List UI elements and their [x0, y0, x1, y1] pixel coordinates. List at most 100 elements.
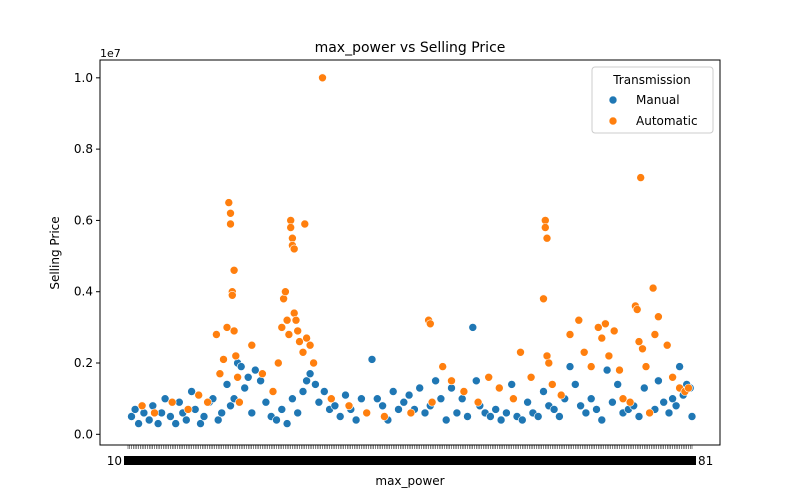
point-manual	[196, 419, 205, 428]
point-automatic	[203, 397, 212, 407]
point-manual	[277, 405, 287, 414]
point-manual	[687, 412, 697, 421]
point-automatic	[150, 408, 159, 418]
point-automatic	[258, 369, 267, 379]
point-manual	[127, 412, 136, 421]
point-automatic	[295, 337, 304, 346]
point-automatic	[226, 209, 235, 218]
point-manual	[634, 412, 644, 421]
point-automatic	[279, 294, 288, 304]
point-manual	[288, 394, 297, 404]
point-automatic	[229, 265, 239, 275]
point-manual	[431, 376, 440, 386]
point-manual	[613, 380, 623, 389]
point-manual	[330, 401, 340, 411]
y-offset-label: 1e7	[100, 47, 121, 60]
y-tick-label: 0.4	[74, 285, 93, 299]
point-automatic	[300, 219, 310, 229]
point-automatic	[668, 372, 677, 382]
point-automatic	[318, 73, 327, 83]
y-tick-label: 0.8	[74, 142, 93, 156]
x-tick-labels-overlap	[124, 456, 696, 465]
point-automatic	[625, 397, 635, 407]
point-manual	[187, 387, 196, 396]
point-automatic	[228, 290, 237, 300]
point-manual	[335, 412, 345, 421]
point-automatic	[539, 294, 548, 304]
point-automatic	[293, 326, 303, 336]
point-automatic	[650, 330, 660, 339]
point-automatic	[247, 340, 257, 350]
point-manual	[555, 412, 564, 421]
y-tick-label: 0.0	[74, 427, 93, 441]
point-manual	[463, 412, 472, 421]
point-manual	[293, 408, 303, 418]
point-manual	[586, 394, 596, 404]
point-automatic	[268, 387, 278, 396]
point-automatic	[618, 394, 628, 404]
point-manual	[213, 415, 223, 425]
point-automatic	[235, 397, 244, 407]
point-automatic	[233, 372, 242, 382]
point-automatic	[648, 283, 658, 293]
point-manual	[486, 412, 495, 421]
point-automatic	[289, 308, 299, 318]
point-automatic	[636, 173, 646, 182]
point-automatic	[662, 340, 672, 350]
point-automatic	[231, 351, 241, 361]
point-manual	[144, 415, 154, 425]
y-tick-label: 0.2	[74, 356, 93, 370]
point-automatic	[459, 387, 469, 396]
point-automatic	[425, 319, 435, 329]
point-automatic	[286, 216, 296, 225]
point-manual	[372, 394, 382, 404]
point-automatic	[226, 219, 235, 229]
point-manual	[523, 397, 532, 407]
point-automatic	[547, 380, 557, 389]
point-automatic	[447, 376, 456, 386]
point-manual	[130, 405, 140, 414]
point-manual	[517, 415, 527, 425]
point-automatic	[215, 369, 225, 379]
point-manual	[496, 415, 506, 425]
point-manual	[367, 355, 377, 364]
point-automatic	[509, 394, 518, 404]
point-manual	[441, 415, 451, 425]
point-automatic	[212, 330, 221, 339]
point-automatic	[593, 323, 603, 332]
point-automatic	[540, 223, 550, 232]
point-manual	[447, 383, 456, 393]
point-manual	[581, 408, 591, 418]
point-manual	[502, 408, 511, 418]
point-manual	[166, 412, 175, 421]
point-manual	[659, 397, 669, 407]
legend-title: Transmission	[612, 73, 691, 87]
x-axis-ticks: 10 81	[107, 445, 713, 468]
point-manual	[199, 412, 209, 421]
point-automatic	[516, 347, 525, 357]
point-manual	[272, 415, 281, 425]
point-manual	[592, 405, 601, 414]
point-manual	[533, 412, 543, 421]
point-manual	[654, 376, 663, 386]
point-manual	[491, 405, 501, 414]
point-manual	[404, 390, 414, 400]
point-automatic	[542, 351, 552, 361]
point-manual	[261, 397, 271, 407]
point-manual	[549, 405, 559, 414]
point-automatic	[641, 362, 651, 371]
point-automatic	[289, 244, 299, 254]
point-manual	[436, 394, 446, 404]
point-automatic	[286, 223, 296, 232]
point-manual	[675, 362, 684, 371]
point-automatic	[167, 397, 177, 407]
point-automatic	[427, 397, 437, 407]
point-manual	[415, 383, 425, 393]
y-axis-label: Selling Price	[48, 216, 62, 289]
point-automatic	[222, 323, 232, 332]
point-manual	[420, 408, 430, 418]
point-manual	[608, 397, 617, 407]
point-manual	[139, 408, 149, 418]
point-automatic	[284, 330, 294, 339]
point-manual	[302, 376, 311, 386]
